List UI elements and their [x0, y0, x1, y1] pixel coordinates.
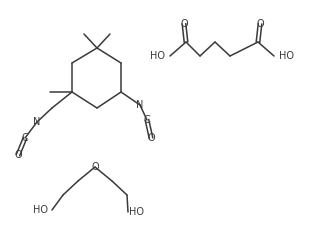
Text: N: N — [136, 100, 144, 110]
Text: O: O — [256, 19, 264, 29]
Text: HO: HO — [279, 51, 294, 61]
Text: C: C — [144, 115, 150, 125]
Text: HO: HO — [33, 205, 48, 215]
Text: HO: HO — [150, 51, 165, 61]
Text: HO: HO — [129, 207, 144, 217]
Text: N: N — [33, 117, 41, 127]
Text: O: O — [147, 133, 155, 143]
Text: O: O — [180, 19, 188, 29]
Text: O: O — [91, 162, 99, 172]
Text: C: C — [22, 133, 28, 143]
Text: O: O — [14, 150, 22, 160]
